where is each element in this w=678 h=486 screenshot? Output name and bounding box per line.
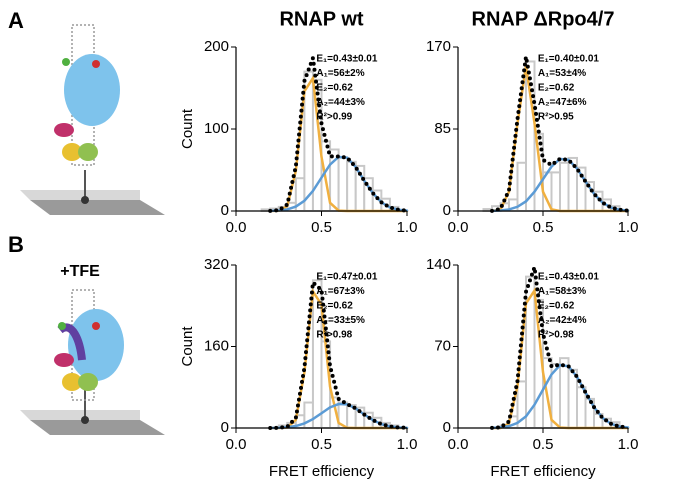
x-axis-label: FRET efficiency [269,463,375,480]
condition-label: +TFE [60,263,100,280]
x-axis-label: FRET efficiency [490,463,596,480]
x-tick-label: 1.0 [397,436,418,453]
fit-sum-line [268,57,409,213]
annotation: E₂=0.62 [538,83,575,94]
x-tick-label: 0.5 [311,219,332,236]
bar [550,171,561,212]
bar [346,160,357,213]
annotation: A₂=33±5% [316,315,365,326]
x-tick-label: 0.5 [311,436,332,453]
y-tick-label: 0 [221,202,229,219]
x-tick-label: 0.0 [448,219,469,236]
annotation: E₁=0.43±0.01 [316,54,377,65]
illustration [20,24,165,215]
y-tick-label: 100 [204,120,229,137]
y-tick-label: 70 [434,337,451,354]
chart-title: RNAP ΔRpo4/7 [472,8,615,30]
x-tick-label: 0.0 [226,219,247,236]
chart-title: RNAP wt [279,8,363,30]
annotation: R²>0.99 [316,112,352,123]
illustration [20,289,165,435]
x-tick-label: 0.5 [533,219,554,236]
annotation: A₂=42±4% [538,315,587,326]
panel-label: A [8,8,24,33]
annotation: A₂=47±6% [538,97,587,108]
x-tick-label: 1.0 [618,219,639,236]
panel-label: B [8,232,24,257]
annotation: A₁=53±4% [538,68,586,79]
y-tick-label: 200 [204,38,229,55]
y-tick-label: 85 [434,120,451,137]
fit-sum-line [490,266,630,430]
y-tick-label: 140 [426,256,451,273]
annotation: E₁=0.40±0.01 [538,54,599,65]
y-tick-label: 0 [221,419,229,436]
annotation: E₁=0.43±0.01 [538,272,599,283]
bar [337,156,349,212]
y-axis-label: Count [179,326,196,367]
annotation: E₂=0.62 [538,301,575,312]
x-tick-label: 0.0 [226,436,247,453]
y-tick-label: 160 [204,337,229,354]
annotation: A₂=44±3% [316,97,365,108]
y-tick-label: 320 [204,256,229,273]
annotation: R²>0.98 [316,330,352,341]
x-tick-label: 0.0 [448,436,469,453]
annotation: E₂=0.62 [316,83,353,94]
y-tick-label: 0 [443,419,451,436]
x-tick-label: 0.5 [533,436,554,453]
annotation: A₁=67±3% [316,286,364,297]
annotation: A₁=58±3% [538,286,586,297]
fit-sum-line [268,278,409,430]
fit-sum-line [490,56,630,213]
x-tick-label: 1.0 [618,436,639,453]
y-axis-label: Count [179,108,196,149]
y-tick-label: 0 [443,202,451,219]
bar [303,70,314,212]
annotation: R²>0.98 [538,330,574,341]
annotation: A₁=56±2% [316,68,364,79]
x-tick-label: 1.0 [397,219,418,236]
bar [303,401,314,429]
bar [559,357,570,429]
annotation: E₁=0.47±0.01 [316,272,377,283]
annotation: R²>0.95 [538,112,574,123]
bar [567,368,578,429]
y-tick-label: 170 [426,38,451,55]
annotation: E₂=0.62 [316,301,353,312]
bar [559,161,570,213]
